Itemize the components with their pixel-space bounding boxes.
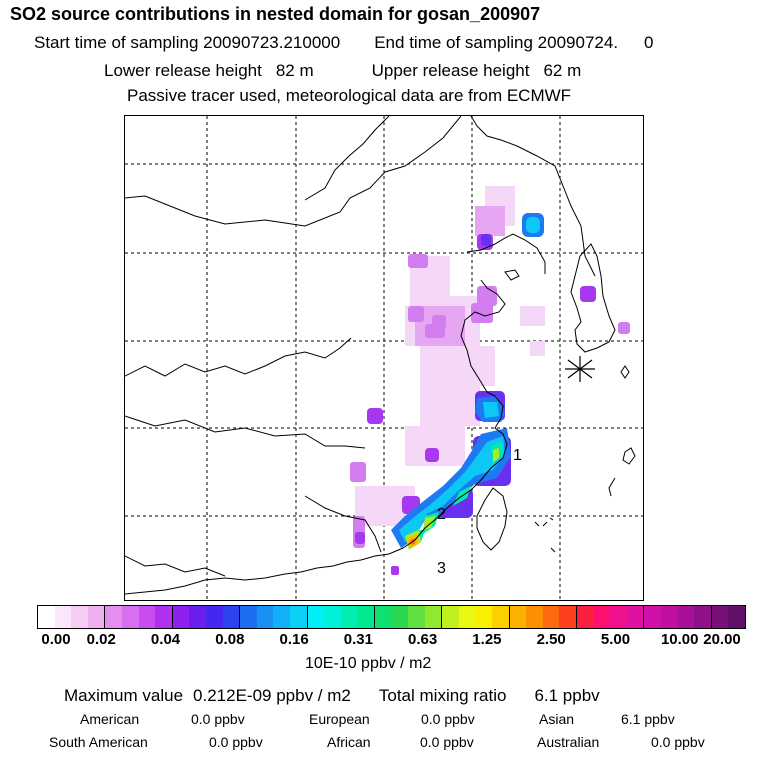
region-european: European [309,711,370,727]
colorbar-swatch [189,606,206,628]
colorbar-tick-label: 0.31 [343,631,373,648]
marker-2: 2 [437,506,446,523]
colorbar-swatch [593,606,611,628]
region-african: African [327,734,371,750]
colorbar-swatch [307,606,325,628]
colorbar-swatch [87,606,106,628]
region-asian: Asian [539,711,574,727]
region-name: American [80,711,140,727]
colorbar-swatch [644,606,661,628]
lower-height-label: Lower release height [104,61,262,80]
total-ratio-value: 6.1 ppbv [534,686,600,705]
end-time: End time of sampling 20090724. [374,33,619,52]
colorbar-swatch [155,606,173,628]
colorbar-swatch [71,606,88,628]
colorbar-swatch [357,606,375,628]
region-name: Asian [539,711,575,727]
colorbar-swatch [38,606,55,628]
colorbar-tick-label: 10.00 [660,631,699,648]
colorbar-swatch [458,606,476,628]
chart-title: SO2 source contributions in nested domai… [10,4,541,24]
region-name: South American [49,734,148,750]
colorbar-swatch [424,606,443,628]
region-south-american-value: 0.0 ppbv [209,734,263,750]
colorbar-swatch [492,606,510,628]
colorbar-swatch [711,606,729,628]
colorbar-swatch [105,606,122,628]
colorbar-swatch [660,606,678,628]
summary-line: Maximum value 0.212E-09 ppbv / m2 Total mi… [64,686,600,706]
tracer-note: Passive tracer used, meteorological data… [127,86,572,105]
colorbar-swatch [391,606,409,628]
max-value: 0.212E-09 ppbv / m2 [193,686,351,705]
region-name: African [327,734,371,750]
region-asian-value: 6.1 ppbv [621,711,675,727]
colorbar-swatch [526,606,543,628]
colorbar-swatch [559,606,577,628]
upper-height-value: 62 m [543,61,582,80]
colorbar-swatch [289,606,308,628]
region-name: European [309,711,370,727]
colorbar-tick-label: 1.25 [472,631,502,648]
colorbar-swatch [54,606,72,628]
colorbar-swatch [138,606,156,628]
marker-1: 1 [513,447,522,464]
site-star-marker [565,356,595,382]
colorbar-swatch [442,606,459,628]
start-time: Start time of sampling 20090723.210000 [34,33,341,52]
sampling-times: Start time of sampling 20090723.210000 En… [34,33,654,53]
region-african-value: 0.0 ppbv [420,734,474,750]
colorbar-tick-label: 0.16 [279,631,309,648]
colorbar-swatch [610,606,627,628]
upper-height-label: Upper release height [371,61,530,80]
total-ratio-label: Total mixing ratio [378,686,507,705]
colorbar-swatch [408,606,425,628]
map-svg: 1 2 3 [125,116,643,600]
colorbar-tick-label: 2.50 [536,631,566,648]
region-american: American [80,711,139,727]
region-name: Australian [537,734,600,750]
colorbar-swatch [728,606,745,628]
colorbar-swatch [694,606,712,628]
max-value-label: Maximum value [64,686,184,705]
colorbar-swatch [222,606,241,628]
concentration-field [350,186,630,575]
marker-3: 3 [437,560,446,577]
release-heights: Lower release height 82 m Upper release he… [104,61,581,81]
region-south-american: South American [49,734,148,750]
end-time-suffix: 0 [644,33,654,52]
colorbar-tick-label: 0.08 [215,631,245,648]
colorbar-unit: 10E-10 ppbv / m2 [305,655,432,672]
colorbar-tick-label: 0.00 [41,631,71,648]
colorbar-tick-label: 20.00 [703,631,741,648]
region-american-value: 0.0 ppbv [191,711,245,727]
colorbar-swatch [542,606,560,628]
colorbar-swatch [340,606,358,628]
colorbar-tick-label: 5.00 [600,631,631,648]
lower-height-value: 82 m [275,61,314,80]
colorbar-swatch [374,606,392,628]
colorbar-tick-label: 0.02 [86,631,116,648]
colorbar-swatch [324,606,341,628]
colorbar-tick-label: 0.63 [408,631,438,648]
graticule [125,116,643,600]
colorbar-swatch [205,606,223,628]
colorbar-swatch [626,606,645,628]
colorbar-swatch [256,606,274,628]
colorbar-swatch [121,606,139,628]
colorbar [37,605,746,629]
colorbar-swatch [172,606,190,628]
region-european-value: 0.0 ppbv [421,711,475,727]
colorbar-tick-label: 0.04 [150,631,181,648]
colorbar-swatch [240,606,257,628]
colorbar-swatch [509,606,527,628]
colorbar-swatch [475,606,493,628]
map-panel: 1 2 3 [124,115,644,601]
colorbar-swatch [273,606,290,628]
region-australian-value: 0.0 ppbv [651,734,705,750]
colorbar-swatch [577,606,594,628]
region-australian: Australian [537,734,599,750]
colorbar-swatch [677,606,695,628]
coastlines [125,116,636,595]
